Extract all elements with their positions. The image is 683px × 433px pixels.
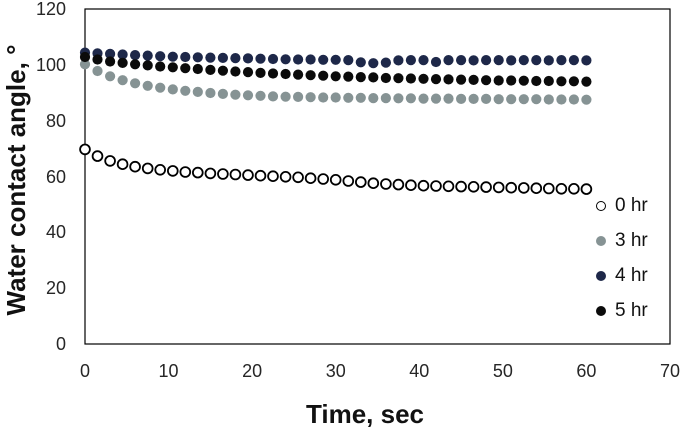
y-tick-label: 20: [45, 278, 66, 299]
y-tick-label: 120: [35, 0, 66, 19]
filled-circle-icon: [596, 271, 606, 281]
legend-label: 5 hr: [615, 300, 648, 321]
series-4-hr: [79, 47, 592, 69]
series-3-hr: [79, 59, 592, 105]
y-tick-label: 80: [45, 110, 66, 131]
y-tick-label: 60: [45, 166, 66, 187]
x-tick-label: 70: [659, 361, 681, 381]
legend-item-0-hr: 0 hr: [596, 195, 648, 217]
legend-label: 0 hr: [615, 195, 648, 216]
legend-label: 3 hr: [615, 230, 648, 251]
series-0-hr: [79, 143, 593, 195]
x-tick-label: 40: [409, 361, 430, 381]
x-tick-label: 50: [492, 361, 513, 381]
legend-label: 4 hr: [615, 265, 648, 286]
x-tick-label: 60: [576, 361, 597, 381]
legend-item-3-hr: 3 hr: [596, 230, 648, 252]
x-tick-label: 10: [158, 361, 179, 381]
y-tick-label: 100: [35, 54, 66, 75]
x-tick-label: 30: [325, 361, 346, 381]
legend-item-5-hr: 5 hr: [596, 300, 648, 322]
y-tick-label: 40: [45, 222, 66, 243]
series-5-hr: [79, 51, 592, 87]
plot-border: [84, 8, 671, 345]
x-tick-label: 0: [79, 361, 90, 381]
open-circle-icon: [596, 201, 606, 211]
x-axis-title: Time, sec: [305, 399, 425, 429]
legend-item-4-hr: 4 hr: [596, 265, 648, 287]
y-tick-label: 0: [55, 334, 66, 354]
filled-circle-icon: [596, 306, 606, 316]
filled-circle-icon: [596, 236, 606, 246]
x-tick-label: 20: [242, 361, 263, 381]
